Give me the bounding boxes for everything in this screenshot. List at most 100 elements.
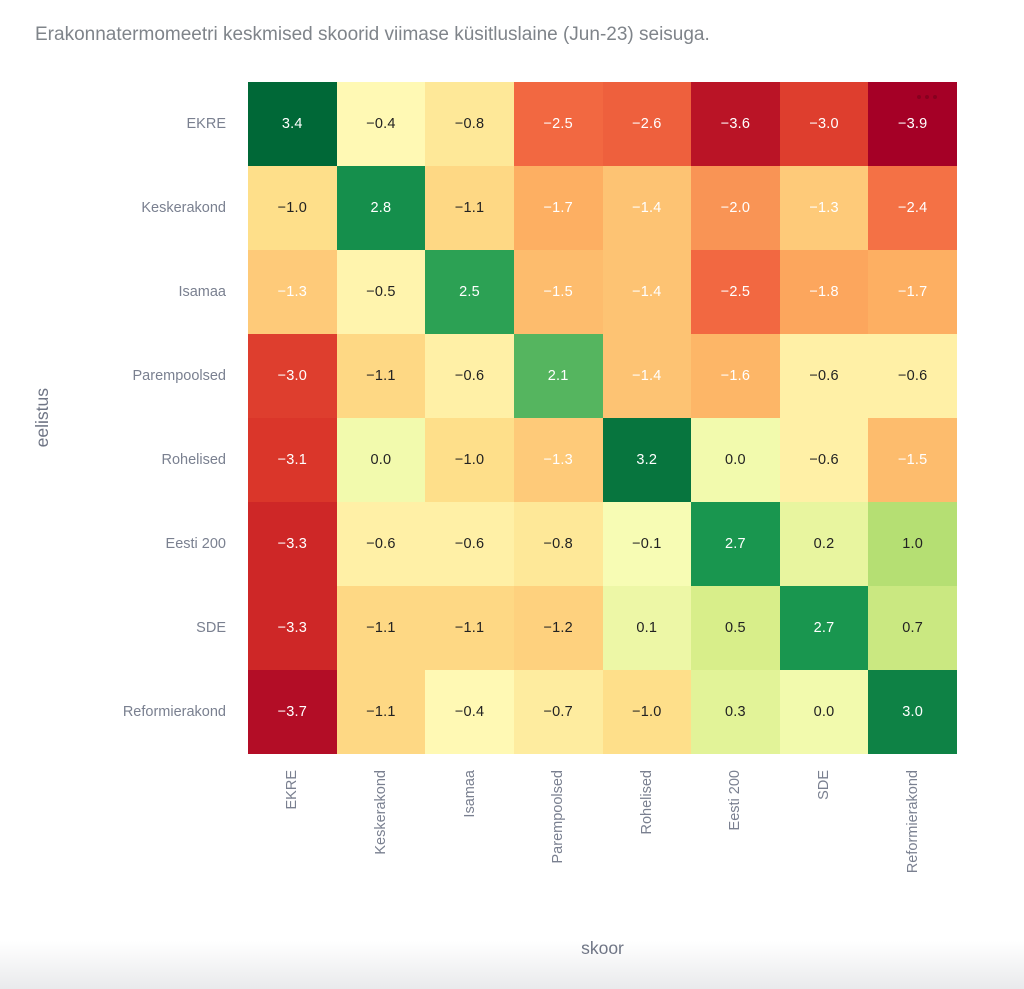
y-tick-label: Rohelised: [161, 452, 227, 468]
heatmap-cell-value: −2.6: [632, 116, 662, 132]
x-tick-label: EKRE: [248, 770, 337, 810]
heatmap-cell[interactable]: −1.5: [513, 250, 603, 334]
heatmap-cell[interactable]: −0.6: [868, 334, 957, 418]
heatmap-cell[interactable]: 3.4: [248, 82, 337, 166]
heatmap-cell[interactable]: −3.0: [779, 82, 869, 166]
y-tick-label: Isamaa: [178, 284, 226, 300]
heatmap-cell[interactable]: 3.0: [868, 670, 957, 754]
heatmap-cell[interactable]: −1.4: [602, 166, 692, 250]
heatmap-cell[interactable]: 0.0: [691, 418, 780, 502]
heatmap-cell-value: −0.6: [809, 368, 839, 384]
heatmap-cell[interactable]: 0.0: [779, 670, 869, 754]
heatmap-cell[interactable]: −1.2: [513, 586, 603, 670]
heatmap-cell[interactable]: −0.1: [602, 502, 692, 586]
heatmap-cell[interactable]: −0.6: [336, 502, 426, 586]
x-tick-label-text: Eesti 200: [727, 770, 744, 831]
y-tick-labels: EKRE Keskerakond Isamaa Parempoolsed Rohelis…: [0, 82, 226, 754]
heatmap-cell[interactable]: 3.2: [602, 418, 692, 502]
heatmap-cell[interactable]: −1.1: [336, 334, 426, 418]
heatmap-cell-value: −0.6: [897, 368, 928, 384]
heatmap-cell[interactable]: −1.4: [602, 250, 692, 334]
heatmap-cell[interactable]: −1.1: [336, 670, 426, 754]
heatmap-cell[interactable]: −3.3: [248, 586, 337, 670]
heatmap-cell[interactable]: −3.3: [248, 502, 337, 586]
heatmap-cell[interactable]: −3.9: [868, 82, 957, 166]
heatmap-cell-value: −1.5: [897, 452, 928, 468]
dot: [925, 95, 929, 99]
more-options-icon[interactable]: [917, 95, 1004, 99]
heatmap-cell[interactable]: −3.7: [248, 670, 337, 754]
heatmap-cell[interactable]: −1.4: [602, 334, 692, 418]
x-tick-label: Parempoolsed: [514, 770, 603, 864]
heatmap-cell-value: 3.4: [281, 116, 303, 132]
heatmap-cell-value: −3.1: [277, 452, 308, 468]
chart-title: Erakonnatermomeetri keskmised skoorid vi…: [35, 24, 710, 45]
y-tick-label: Reformierakond: [122, 704, 226, 720]
heatmap-cell-value: −3.3: [277, 536, 308, 552]
heatmap-cell[interactable]: −1.5: [868, 418, 957, 502]
heatmap-cell-value: −1.1: [454, 200, 485, 216]
heatmap-cell-value: 0.0: [725, 452, 746, 468]
y-tick-label: EKRE: [186, 116, 227, 132]
heatmap-cell[interactable]: −2.5: [691, 250, 780, 334]
x-tick-label: SDE: [780, 770, 869, 800]
heatmap-cell[interactable]: −0.6: [779, 334, 869, 418]
dot: [933, 95, 937, 99]
heatmap-cell[interactable]: −3.6: [691, 82, 780, 166]
heatmap-cell[interactable]: −2.6: [602, 82, 692, 166]
heatmap-cell[interactable]: 0.0: [336, 418, 426, 502]
heatmap-cell[interactable]: −1.1: [425, 586, 514, 670]
heatmap-cell[interactable]: −1.0: [425, 418, 514, 502]
heatmap-cell[interactable]: −1.3: [248, 250, 337, 334]
heatmap-cell[interactable]: −1.0: [248, 166, 337, 250]
heatmap-cell-value: −1.5: [543, 284, 573, 300]
heatmap-cell-value: −1.1: [366, 620, 396, 636]
heatmap-cell[interactable]: −2.5: [513, 82, 603, 166]
heatmap-cell[interactable]: −0.5: [336, 250, 426, 334]
heatmap-cell-value: −1.7: [897, 284, 928, 300]
heatmap-cell[interactable]: −1.7: [868, 250, 957, 334]
heatmap-cell[interactable]: −0.6: [425, 334, 514, 418]
heatmap-cell[interactable]: −2.0: [691, 166, 780, 250]
heatmap-cell[interactable]: −0.8: [425, 82, 514, 166]
heatmap-cell-value: −1.8: [809, 284, 839, 300]
heatmap-cell-value: 0.1: [636, 620, 658, 636]
heatmap-cell[interactable]: 0.7: [868, 586, 957, 670]
heatmap-cell[interactable]: 0.1: [602, 586, 692, 670]
heatmap-cell[interactable]: −1.8: [779, 250, 869, 334]
heatmap-cell-value: 0.0: [813, 704, 835, 720]
heatmap-cell[interactable]: 2.7: [691, 502, 780, 586]
heatmap-cell[interactable]: 2.7: [779, 586, 869, 670]
heatmap-cell-value: −1.2: [543, 620, 573, 636]
heatmap-cell[interactable]: 2.1: [513, 334, 603, 418]
heatmap-cell-value: −3.0: [277, 368, 308, 384]
x-tick-label: Reformierakond: [868, 770, 957, 873]
heatmap-cell[interactable]: −2.4: [868, 166, 957, 250]
heatmap-cell[interactable]: −0.7: [513, 670, 603, 754]
heatmap-cell[interactable]: 0.3: [691, 670, 780, 754]
heatmap-cell[interactable]: 0.2: [779, 502, 869, 586]
heatmap-cell[interactable]: 2.8: [336, 166, 426, 250]
heatmap-cell[interactable]: −1.3: [779, 166, 869, 250]
heatmap-cell[interactable]: 2.5: [425, 250, 514, 334]
heatmap-cell[interactable]: −0.8: [513, 502, 603, 586]
heatmap-cell[interactable]: 0.5: [691, 586, 780, 670]
heatmap-cell[interactable]: −3.0: [248, 334, 337, 418]
heatmap-cell[interactable]: −1.1: [425, 166, 514, 250]
heatmap-cell-value: −3.3: [277, 620, 308, 636]
heatmap-cell[interactable]: −3.1: [248, 418, 337, 502]
x-tick-label-text: Keskerakond: [372, 770, 389, 855]
heatmap-cell[interactable]: −0.4: [425, 670, 514, 754]
heatmap-cell[interactable]: 1.0: [868, 502, 957, 586]
heatmap-cell[interactable]: −0.6: [779, 418, 869, 502]
heatmap-cell[interactable]: −1.6: [691, 334, 780, 418]
heatmap-cell[interactable]: −1.3: [513, 418, 603, 502]
heatmap-cell-value: −1.7: [543, 200, 573, 216]
heatmap-cell[interactable]: −1.0: [602, 670, 692, 754]
heatmap-cell-value: −0.4: [454, 704, 485, 720]
heatmap-cell[interactable]: −0.6: [425, 502, 514, 586]
heatmap-cell[interactable]: −1.1: [336, 586, 426, 670]
heatmap-cell[interactable]: −0.4: [336, 82, 426, 166]
heatmap-cell[interactable]: −1.7: [513, 166, 603, 250]
